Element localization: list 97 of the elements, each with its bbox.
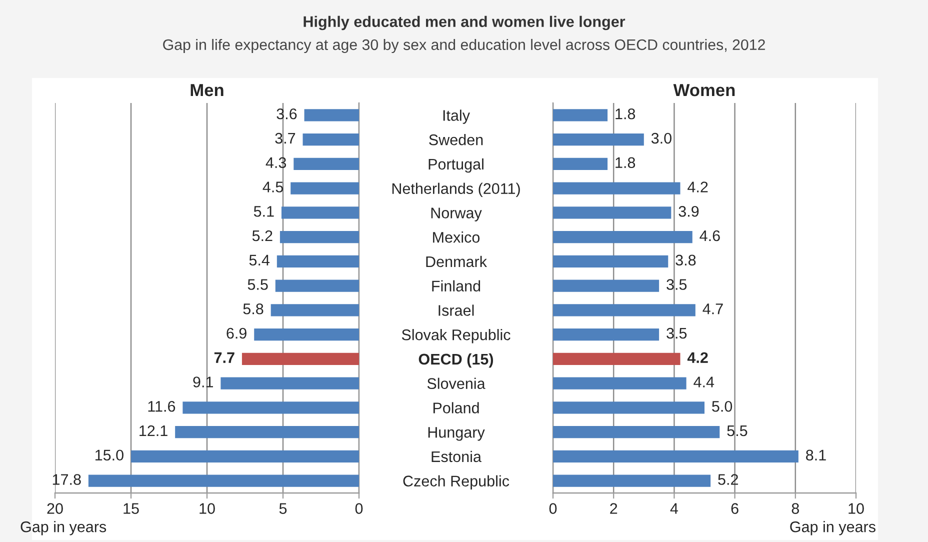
- bar: [553, 352, 680, 366]
- data-label: 1.8: [616, 157, 636, 168]
- data-label: 9.1: [193, 376, 213, 388]
- x-tick-label: 2: [610, 503, 618, 514]
- y-tick-label: Norway: [431, 208, 482, 222]
- y-tick-label: Israel: [438, 304, 474, 316]
- x-axis-title: Gap in years: [20, 521, 106, 536]
- data-label: 3.8: [676, 254, 696, 266]
- x-tick-label: 0: [549, 503, 557, 514]
- bar: [276, 255, 359, 268]
- data-label: 6.9: [226, 328, 246, 339]
- text: Highly educated men and women live longer: [304, 16, 626, 30]
- data-label: 1.8: [616, 108, 636, 120]
- data-label: 15.0: [95, 450, 124, 461]
- data-label: 4.7: [702, 304, 723, 314]
- data-label: 5.5: [248, 279, 268, 290]
- x-tick-label: 10: [848, 503, 864, 514]
- bar: [553, 109, 608, 122]
- data-label: 5.8: [243, 303, 264, 314]
- data-label: 4.4: [694, 376, 714, 388]
- data-label: 5.4: [249, 254, 270, 266]
- x-tick-label: 20: [47, 503, 63, 514]
- bar: [294, 158, 359, 170]
- data-label: 3.5: [666, 328, 687, 339]
- data-label: 4.2: [687, 352, 708, 363]
- chart-title: Men: [190, 84, 224, 96]
- data-label: 12.1: [140, 425, 168, 436]
- data-label: 3.5: [666, 279, 687, 290]
- data-label: 5.2: [252, 230, 272, 242]
- bar: [242, 352, 359, 366]
- chart-title: Women: [673, 84, 735, 96]
- bar: [290, 182, 359, 194]
- x-tick-label: 6: [731, 503, 738, 514]
- y-tick-label: Poland: [433, 402, 479, 414]
- data-label: 4.3: [266, 157, 286, 168]
- x-tick-label: 4: [670, 503, 678, 514]
- bar: [553, 474, 711, 487]
- bar: [275, 280, 359, 292]
- data-label: 17.8: [52, 474, 81, 485]
- y-tick-label: Denmark: [426, 256, 488, 268]
- y-tick-label: Slovak Republic: [402, 329, 510, 344]
- x-axis-title: Gap in years: [790, 521, 876, 536]
- x-tick-label: 8: [792, 503, 799, 514]
- bar: [302, 133, 359, 146]
- data-label: 5.0: [712, 400, 732, 412]
- bar: [281, 206, 359, 219]
- data-label: 3.9: [678, 206, 699, 217]
- bar: [270, 304, 359, 316]
- bar: [304, 109, 359, 122]
- data-label: 5.5: [727, 426, 748, 436]
- y-tick-label: Mexico: [433, 232, 480, 243]
- y-tick-label: Sweden: [429, 134, 483, 146]
- bar: [553, 328, 660, 341]
- bar: [553, 230, 692, 244]
- y-tick-label: Czech Republic: [403, 475, 510, 490]
- bar: [553, 450, 798, 463]
- y-tick-label: OECD (15): [418, 353, 494, 368]
- bar: [553, 255, 668, 268]
- bar: [88, 474, 359, 487]
- y-tick-label: Italy: [443, 110, 470, 124]
- y-tick-label: Hungary: [428, 427, 485, 441]
- bar: [131, 450, 359, 463]
- x-tick-label: 10: [200, 503, 215, 514]
- bar: [553, 133, 644, 146]
- data-label: 8.1: [806, 450, 826, 461]
- bar: [553, 402, 704, 414]
- data-label: 4.5: [262, 182, 284, 192]
- bar: [553, 426, 720, 438]
- data-label: 3.6: [276, 108, 297, 120]
- bar: [182, 402, 359, 414]
- y-tick-label: Estonia: [432, 450, 482, 462]
- data-label: 11.6: [148, 400, 176, 412]
- data-label: 7.7: [214, 352, 234, 363]
- bar: [254, 328, 359, 341]
- y-tick-label: Slovenia: [427, 378, 486, 389]
- bar: [553, 206, 672, 219]
- bar: [553, 280, 660, 292]
- y-tick-label: Netherlands (2011): [392, 182, 520, 198]
- data-label: 3.0: [651, 132, 672, 144]
- data-label: 5.1: [254, 206, 274, 217]
- bar: [175, 426, 359, 438]
- bar: [280, 230, 359, 244]
- bar: [553, 304, 696, 316]
- bar: [553, 377, 686, 390]
- bar: [553, 158, 608, 170]
- y-tick-label: Finland: [432, 280, 480, 292]
- bar: [553, 182, 680, 194]
- x-tick-label: 0: [355, 503, 363, 514]
- x-tick-label: 5: [279, 503, 287, 514]
- data-label: 3.7: [275, 132, 296, 144]
- data-label: 4.2: [688, 182, 708, 192]
- text: Gap in life expectancy at age 30 by sex and education level across OECD countries, 2012: [163, 38, 765, 54]
- data-label: 5.2: [718, 474, 738, 485]
- x-tick-label: 15: [124, 503, 139, 514]
- y-tick-label: Portugal: [428, 158, 484, 173]
- bar: [220, 377, 359, 390]
- data-label: 4.6: [700, 230, 720, 242]
